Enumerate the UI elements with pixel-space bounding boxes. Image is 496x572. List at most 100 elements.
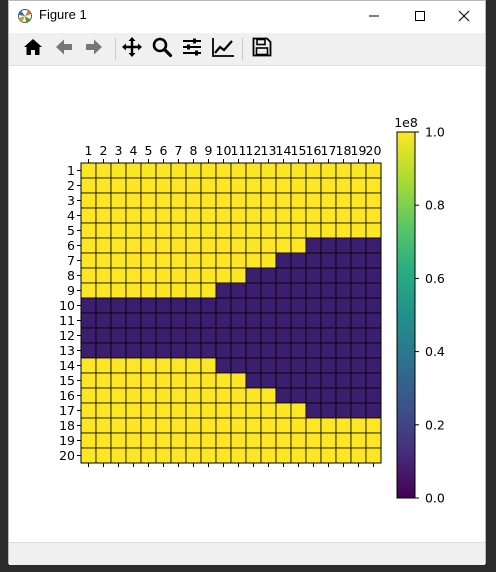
heatmap-cell [155, 387, 172, 404]
heatmap-cell [335, 357, 352, 374]
heatmap-cell [170, 252, 187, 269]
maximize-icon [414, 7, 426, 26]
heatmap-cell [80, 387, 97, 404]
heatmap-cell [230, 282, 247, 299]
heatmap-cell [170, 177, 187, 194]
y-tick-label: 14 [59, 358, 75, 373]
y-tick-label: 20 [59, 448, 75, 463]
heatmap-cell [245, 222, 262, 239]
back-arrow-icon [53, 36, 75, 62]
heatmap-cell [200, 447, 217, 464]
minimize-button[interactable] [351, 1, 397, 31]
heatmap-cell [185, 312, 202, 329]
heatmap-cell [200, 417, 217, 434]
heatmap-cell [95, 252, 112, 269]
heatmap-cell [95, 192, 112, 209]
heatmap-cell [320, 447, 337, 464]
heatmap-cell [290, 267, 307, 284]
heatmap-cell [350, 282, 367, 299]
heatmap-cell [275, 372, 292, 389]
colorbar: 0.0 0.2 0.4 0.6 0.8 1.0 1e8 [394, 115, 445, 506]
close-icon [458, 7, 470, 26]
title-bar[interactable]: Figure 1 [9, 1, 485, 31]
heatmap-cell [170, 387, 187, 404]
heatmap-cell [245, 192, 262, 209]
home-button[interactable] [20, 36, 46, 62]
figure-canvas[interactable]: 1 2 3 4 5 6 7 8 9 10 11 12 13 14 15 16 17 18 19 20 1 2 3 4 5 6 7 8 9… [9, 66, 485, 542]
heatmap-cell [320, 372, 337, 389]
x-tick-label: 14 [276, 143, 292, 158]
heatmap-cell [215, 177, 232, 194]
colorbar-gradient [396, 131, 416, 499]
save-button[interactable] [249, 36, 275, 62]
heatmap-cell [170, 162, 187, 179]
forward-button[interactable] [81, 36, 107, 62]
heatmap-cell [350, 177, 367, 194]
heatmap-cell [80, 252, 97, 269]
heatmap-cell [335, 372, 352, 389]
heatmap-cell [110, 267, 127, 284]
heatmap-cell [155, 252, 172, 269]
heatmap-cell [275, 252, 292, 269]
heatmap-cell [230, 207, 247, 224]
heatmap-cell [80, 357, 97, 374]
heatmap-cell [335, 252, 352, 269]
heatmap-cell [95, 267, 112, 284]
heatmap-cell [95, 447, 112, 464]
configure-subplots-button[interactable] [179, 36, 205, 62]
heatmap-cell [110, 282, 127, 299]
heatmap-cell [365, 417, 382, 434]
heatmap-cell [230, 432, 247, 449]
heatmap-cell [95, 342, 112, 359]
heatmap-cell [365, 312, 382, 329]
heatmap-cell [230, 237, 247, 254]
heatmap-cell [350, 357, 367, 374]
pan-button[interactable] [119, 36, 145, 62]
heatmap-cell [275, 207, 292, 224]
y-tick-label: 3 [67, 193, 75, 208]
heatmap-cell [185, 252, 202, 269]
heatmap-cell [170, 327, 187, 344]
heatmap-cell [215, 447, 232, 464]
heatmap-cell [185, 372, 202, 389]
heatmap-cell [365, 237, 382, 254]
heatmap-cell [215, 207, 232, 224]
y-tick-label: 10 [59, 298, 75, 313]
heatmap-cell [365, 297, 382, 314]
heatmap-cell [335, 327, 352, 344]
heatmap-cell [245, 417, 262, 434]
close-button[interactable] [441, 1, 487, 31]
heatmap-cell [245, 372, 262, 389]
heatmap-cell [275, 297, 292, 314]
heatmap-cell [320, 192, 337, 209]
y-tick-label: 18 [59, 418, 75, 433]
heatmap-cell [290, 342, 307, 359]
heatmap-cell [215, 297, 232, 314]
heatmap-cell [170, 237, 187, 254]
heatmap-cell [365, 387, 382, 404]
heatmap-cell [335, 192, 352, 209]
heatmap-cell [125, 447, 142, 464]
heatmap-cell [350, 312, 367, 329]
heatmap-cell [155, 327, 172, 344]
heatmap-cell [170, 312, 187, 329]
heatmap-cell [95, 207, 112, 224]
heatmap-cell [110, 417, 127, 434]
heatmap-cell [320, 282, 337, 299]
heatmap-cell [275, 447, 292, 464]
edit-axis-button[interactable] [210, 36, 236, 62]
heatmap-cell [185, 342, 202, 359]
heatmap-cell [95, 372, 112, 389]
heatmap-cell [110, 357, 127, 374]
back-button[interactable] [51, 36, 77, 62]
heatmap-cell [230, 372, 247, 389]
heatmap-cell [320, 357, 337, 374]
heatmap-cell [290, 417, 307, 434]
heatmap-cell [320, 222, 337, 239]
zoom-button[interactable] [149, 36, 175, 62]
chart-icon [211, 36, 235, 62]
heatmap-cell [230, 447, 247, 464]
heatmap-cell [320, 207, 337, 224]
heatmap-cell [170, 342, 187, 359]
maximize-button[interactable] [397, 1, 443, 31]
